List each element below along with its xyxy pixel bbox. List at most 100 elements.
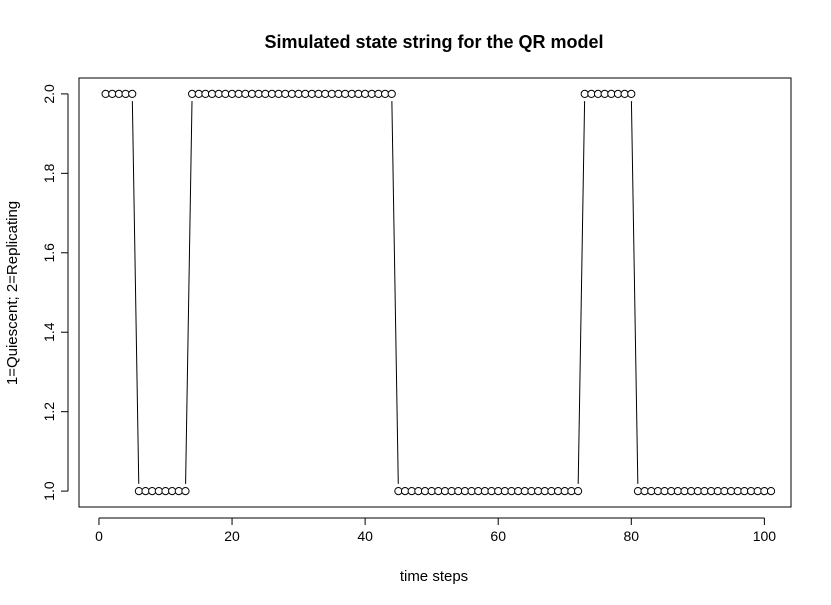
data-point [367, 89, 376, 98]
data-point [740, 487, 749, 496]
data-point [700, 487, 709, 496]
y-tick-label: 1.8 [41, 163, 57, 183]
data-point [660, 487, 669, 496]
data-point [693, 487, 702, 496]
data-point [241, 89, 250, 98]
data-point [321, 89, 330, 98]
data-point [680, 487, 689, 496]
data-point [307, 89, 316, 98]
data-point [400, 487, 410, 496]
data-point [121, 89, 130, 98]
data-point [128, 89, 137, 98]
data-point [580, 89, 589, 98]
data-point [627, 89, 636, 98]
x-tick-label: 80 [624, 528, 640, 544]
data-point [474, 487, 483, 496]
y-tick-label: 1.2 [41, 402, 57, 422]
data-point [760, 487, 769, 496]
series-connector [185, 101, 193, 484]
data-point [221, 89, 230, 98]
data-point [587, 89, 596, 98]
data-point [427, 487, 436, 496]
y-tick-label: 1.0 [41, 481, 57, 501]
data-point [547, 487, 556, 496]
data-point [653, 487, 663, 496]
data-point [607, 89, 616, 98]
series-connector [630, 101, 639, 484]
data-point [620, 89, 629, 98]
data-point [633, 487, 643, 496]
data-point [261, 89, 270, 98]
data-point [487, 487, 496, 496]
data-point [227, 89, 237, 98]
data-point [640, 487, 649, 496]
data-point [168, 487, 177, 496]
data-point [514, 487, 523, 496]
data-point [593, 89, 603, 98]
data-point [294, 89, 303, 98]
data-point [707, 487, 716, 496]
data-point [687, 487, 696, 496]
data-point [480, 487, 490, 496]
series-connector [577, 101, 586, 484]
series-points [101, 89, 776, 496]
data-point [281, 89, 290, 98]
data-point [181, 487, 190, 496]
x-tick-label: 0 [95, 528, 103, 544]
y-tick-label: 1.6 [41, 243, 57, 263]
data-point [414, 487, 423, 496]
data-point [647, 487, 656, 496]
y-axis-label: 1=Quiescent; 2=Replicating [4, 201, 21, 385]
data-point [154, 487, 163, 496]
data-point [527, 487, 536, 496]
data-point [201, 89, 210, 98]
data-point [454, 487, 463, 496]
data-point [194, 89, 203, 98]
data-point [667, 487, 676, 496]
data-point [141, 487, 150, 496]
x-axis: 0 20 40 60 80 100 [95, 517, 777, 544]
data-point [314, 89, 323, 98]
data-point [247, 89, 257, 98]
data-point [753, 487, 762, 496]
y-axis: 1.0 1.2 1.4 1.6 1.8 2.0 [41, 84, 69, 501]
data-point [361, 89, 370, 98]
data-point [174, 487, 183, 496]
data-point [494, 487, 503, 496]
data-point [573, 487, 583, 496]
data-point [560, 487, 569, 496]
chart-title: Simulated state string for the QR model [264, 32, 603, 52]
data-point [600, 89, 609, 98]
data-point [234, 89, 243, 98]
x-tick-label: 60 [490, 528, 506, 544]
data-point [394, 487, 403, 496]
data-point [274, 89, 283, 98]
data-point [134, 487, 143, 496]
data-point [720, 487, 729, 496]
data-point [766, 487, 776, 496]
data-point [207, 89, 217, 98]
x-tick-label: 20 [224, 528, 240, 544]
y-tick-label: 1.4 [41, 322, 57, 342]
data-point [327, 89, 336, 98]
data-point [161, 487, 170, 496]
data-point [214, 89, 223, 98]
data-point [420, 487, 430, 496]
data-point [334, 89, 343, 98]
data-point [554, 487, 563, 496]
series-connectors [131, 101, 639, 484]
data-point [746, 487, 756, 496]
data-point [507, 487, 516, 496]
x-tick-label: 100 [753, 528, 777, 544]
x-tick-label: 40 [357, 528, 373, 544]
data-point [387, 89, 396, 98]
data-point [447, 487, 456, 496]
data-point [341, 89, 350, 98]
data-point [500, 487, 509, 496]
series-connector [131, 101, 140, 484]
data-point [301, 89, 310, 98]
data-point [713, 487, 722, 496]
data-point [407, 487, 416, 496]
data-point [188, 89, 197, 98]
